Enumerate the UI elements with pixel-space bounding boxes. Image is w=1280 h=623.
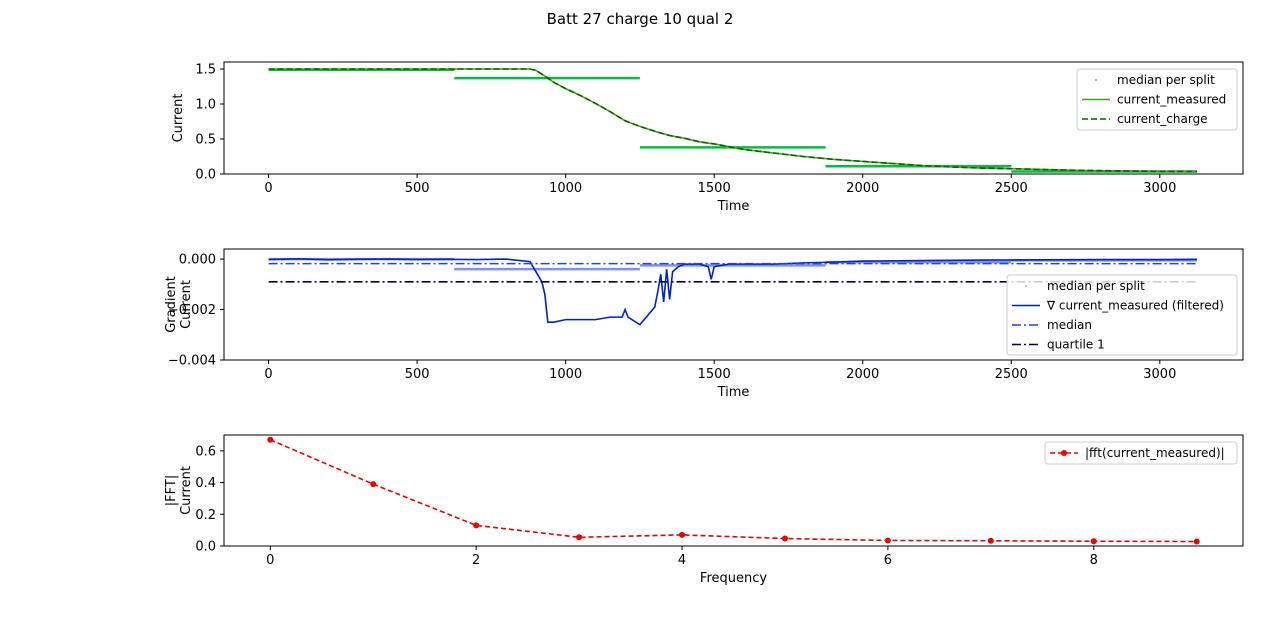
y-tick-label: 0.5 (195, 133, 216, 148)
axes-frame (223, 248, 1244, 361)
series-3-line (268, 68, 1197, 173)
x-tick-label: 2 (472, 553, 480, 568)
figure-title: Batt 27 charge 10 qual 2 (547, 10, 734, 28)
chart-panel-2: 0 500 1000 1500 2000 2500 3000 −0.004 −0.002 0.00… (164, 248, 1244, 400)
legend-label: median per split (1047, 279, 1145, 293)
x-axis-label: Time (717, 199, 750, 214)
y-tick-label: 0.0 (195, 168, 216, 183)
x-tick-label: 2000 (846, 181, 879, 196)
legend: median per split current_measured current_… (1076, 68, 1238, 131)
legend-marker (1061, 450, 1067, 456)
x-tick-label: 2500 (995, 367, 1028, 382)
legend-frame (1076, 68, 1238, 131)
y-tick-label: −0.004 (168, 354, 216, 369)
y-tick-label: 0.4 (195, 476, 216, 491)
series-1-point-1 (267, 436, 274, 443)
series-1-point-5 (679, 531, 686, 538)
y-tick-label: 1.5 (195, 63, 216, 78)
legend-label: current_charge (1117, 112, 1208, 126)
series-1-point-10 (1193, 538, 1200, 545)
plot-area (267, 436, 1200, 545)
x-tick-label: 6 (884, 553, 892, 568)
x-tick-label: 4 (678, 553, 686, 568)
legend: median per split ∇ current_measured (filt… (1006, 274, 1238, 356)
y-tick-label: 0.6 (195, 444, 216, 459)
legend-label: median (1047, 318, 1092, 332)
plot-area (268, 68, 1197, 173)
legend-frame (1006, 274, 1238, 356)
legend-label: quartile 1 (1047, 338, 1105, 352)
chart-panels: 0 500 1000 1500 2000 2500 30000.00.51.01.5Time… (164, 61, 1244, 586)
series-1-point-6 (781, 535, 788, 542)
legend-frame (1044, 441, 1238, 465)
x-tick-label: 0 (264, 367, 272, 382)
x-axis-label: Time (717, 385, 750, 400)
legend-marker (1025, 285, 1027, 287)
x-tick-label: 500 (405, 367, 430, 382)
series-1-point-3 (473, 522, 480, 529)
x-tick-label: 2000 (846, 367, 879, 382)
x-tick-label: 0 (266, 553, 274, 568)
y-axis-label: |FFT|Current (164, 466, 194, 515)
legend-marker (1095, 79, 1097, 81)
x-tick-label: 2500 (995, 181, 1028, 196)
series-1-point-9 (1090, 538, 1097, 545)
series-1-point-7 (884, 537, 891, 544)
x-axis-label: Frequency (700, 571, 767, 586)
axes-frame (223, 61, 1244, 175)
series-2-line (268, 258, 1197, 326)
x-tick-label: 500 (405, 181, 430, 196)
x-tick-label: 1000 (549, 367, 582, 382)
x-tick-label: 3000 (1143, 367, 1176, 382)
y-tick-label: 0.0 (195, 540, 216, 555)
x-tick-label: 0 (264, 181, 272, 196)
legend-label: median per split (1117, 73, 1215, 87)
y-axis-label: Current (171, 94, 186, 143)
x-tick-label: 1000 (549, 181, 582, 196)
x-tick-label: 8 (1090, 553, 1098, 568)
y-tick-label: 1.0 (195, 98, 216, 113)
legend-label: |fft(current_measured)| (1085, 446, 1225, 460)
x-tick-label: 1500 (698, 181, 731, 196)
legend-label: current_measured (1117, 93, 1226, 107)
y-axis-label: GradientCurrent (164, 276, 194, 333)
series-1-point-8 (987, 537, 994, 544)
legend: |fft(current_measured)| (1044, 441, 1238, 465)
y-tick-label: 0.2 (195, 508, 216, 523)
series-1-line (270, 439, 1197, 543)
axes-frame (223, 434, 1244, 547)
series-1-point-2 (370, 481, 377, 488)
series-2-line (268, 68, 1197, 173)
series-1-point-4 (576, 534, 583, 541)
chart-panel-3: 0 2 4 6 8 0.0 0.2 0.4 0.6 Frequency |FFT|Current |f… (164, 434, 1244, 586)
y-tick-label: 0.000 (179, 253, 216, 268)
legend-label: ∇ current_measured (filtered) (1046, 299, 1224, 313)
y-tick-label: −0.002 (168, 303, 216, 318)
x-tick-label: 1500 (698, 367, 731, 382)
chart-panel-1: 0 500 1000 1500 2000 2500 3000 0.0 0.5 1.0 1.5 Time… (171, 61, 1244, 214)
x-tick-label: 3000 (1143, 181, 1176, 196)
